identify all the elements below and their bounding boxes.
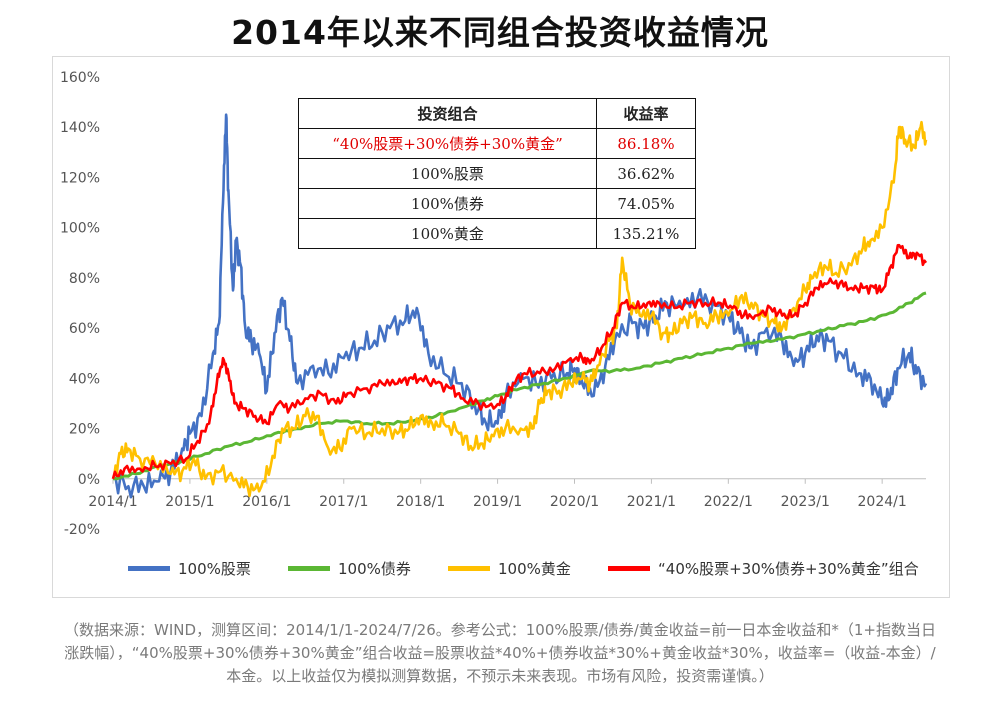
chart-legend: 100%股票 100%债券 100%黄金 “40%股票+30%债券+30%黄金”… [112, 558, 952, 580]
table-row: 100%股票 36.62% [298, 158, 696, 189]
table-row: 100%债券 74.05% [298, 188, 696, 219]
portfolio-name: 100%债券 [298, 188, 597, 219]
x-tick-label: 2017/1 [319, 494, 368, 510]
return-table: 投资组合 收益率 “40%股票+30%债券+30%黄金” 86.18% 100%… [298, 98, 696, 249]
portfolio-return: 74.05% [596, 188, 696, 219]
legend-swatch-bond [288, 566, 330, 571]
table-header-row: 投资组合 收益率 [298, 98, 696, 129]
series-line-2 [111, 120, 928, 498]
y-tick-label: -20% [64, 522, 100, 538]
x-tick-label: 2015/1 [165, 494, 214, 510]
legend-item-bond: 100%债券 [288, 558, 411, 579]
legend-item-gold: 100%黄金 [448, 558, 571, 579]
y-tick-label: 80% [69, 271, 100, 287]
y-tick-label: 40% [69, 371, 100, 387]
x-tick-label: 2023/1 [781, 494, 830, 510]
series-line-0 [112, 113, 928, 499]
legend-swatch-gold [448, 566, 490, 571]
portfolio-return: 135.21% [596, 218, 696, 249]
x-tick-label: 2022/1 [704, 494, 753, 510]
x-tick-label: 2019/1 [473, 494, 522, 510]
x-tick-label: 2021/1 [627, 494, 676, 510]
legend-label-portfolio: “40%股票+30%债券+30%黄金”组合 [658, 560, 919, 578]
x-tick-label: 2018/1 [396, 494, 445, 510]
y-tick-label: 100% [60, 221, 100, 237]
legend-label-gold: 100%黄金 [498, 560, 571, 578]
legend-item-stock: 100%股票 [128, 558, 251, 579]
portfolio-name: 100%股票 [298, 158, 597, 189]
portfolio-name: “40%股票+30%债券+30%黄金” [298, 128, 597, 159]
table-row: “40%股票+30%债券+30%黄金” 86.18% [298, 128, 696, 159]
table-row: 100%黄金 135.21% [298, 218, 696, 249]
y-tick-label: 120% [60, 170, 100, 186]
series-line-3 [111, 243, 928, 480]
y-tick-label: 60% [69, 321, 100, 337]
y-tick-label: 140% [60, 120, 100, 136]
x-tick-label: 2024/1 [858, 494, 907, 510]
y-tick-label: 0% [78, 472, 100, 488]
x-tick-label: 2020/1 [550, 494, 599, 510]
legend-item-portfolio: “40%股票+30%债券+30%黄金”组合 [608, 558, 919, 579]
y-tick-label: 160% [60, 70, 100, 86]
series-line-1 [113, 291, 927, 481]
y-tick-label: 20% [69, 422, 100, 438]
portfolio-name: 100%黄金 [298, 218, 597, 249]
legend-label-bond: 100%债券 [338, 560, 411, 578]
legend-label-stock: 100%股票 [178, 560, 251, 578]
x-tick-label: 2014/1 [88, 494, 137, 510]
footnote: （数据来源：WIND，测算区间：2014/1/1-2024/7/26。参考公式：… [64, 621, 936, 685]
legend-swatch-portfolio [608, 566, 650, 571]
header-portfolio: 投资组合 [298, 98, 597, 129]
x-tick-label: 2016/1 [242, 494, 291, 510]
portfolio-return: 86.18% [596, 128, 696, 159]
chart-title: 2014年以来不同组合投资收益情况 [231, 13, 769, 52]
legend-swatch-stock [128, 566, 170, 571]
portfolio-return: 36.62% [596, 158, 696, 189]
header-return: 收益率 [596, 98, 696, 129]
